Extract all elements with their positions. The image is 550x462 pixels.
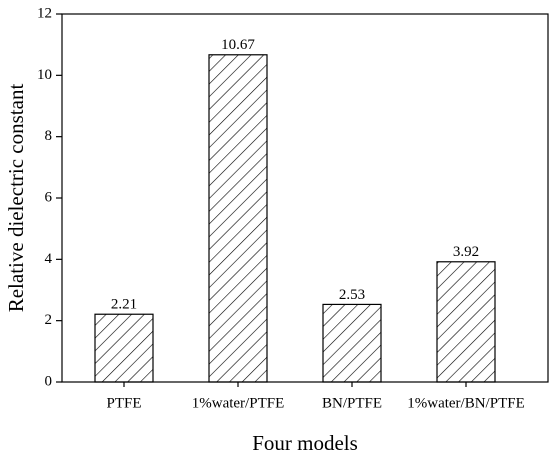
value-label: 2.21: [111, 297, 137, 313]
bar: [94, 313, 154, 383]
bar: [322, 303, 382, 383]
x-axis-title: Four models: [252, 431, 358, 455]
y-axis-title: Relative dielectric constant: [4, 84, 28, 313]
x-tick-label: PTFE: [106, 395, 141, 411]
x-tick-label: 1%water/BN/PTFE: [407, 395, 525, 411]
value-label: 3.92: [453, 244, 479, 260]
y-tick-label: 2: [45, 312, 53, 328]
value-label: 2.53: [339, 287, 365, 303]
value-label: 10.67: [221, 37, 255, 53]
y-tick-label: 10: [37, 67, 52, 83]
y-tick-label: 0: [45, 373, 53, 389]
bar: [436, 261, 496, 383]
y-tick-label: 4: [45, 251, 53, 267]
y-tick-label: 12: [37, 5, 52, 21]
bar: [208, 54, 268, 383]
x-tick-label: BN/PTFE: [322, 395, 382, 411]
y-tick-label: 6: [45, 189, 53, 205]
x-tick-label: 1%water/PTFE: [192, 395, 284, 411]
y-tick-label: 8: [45, 128, 53, 144]
